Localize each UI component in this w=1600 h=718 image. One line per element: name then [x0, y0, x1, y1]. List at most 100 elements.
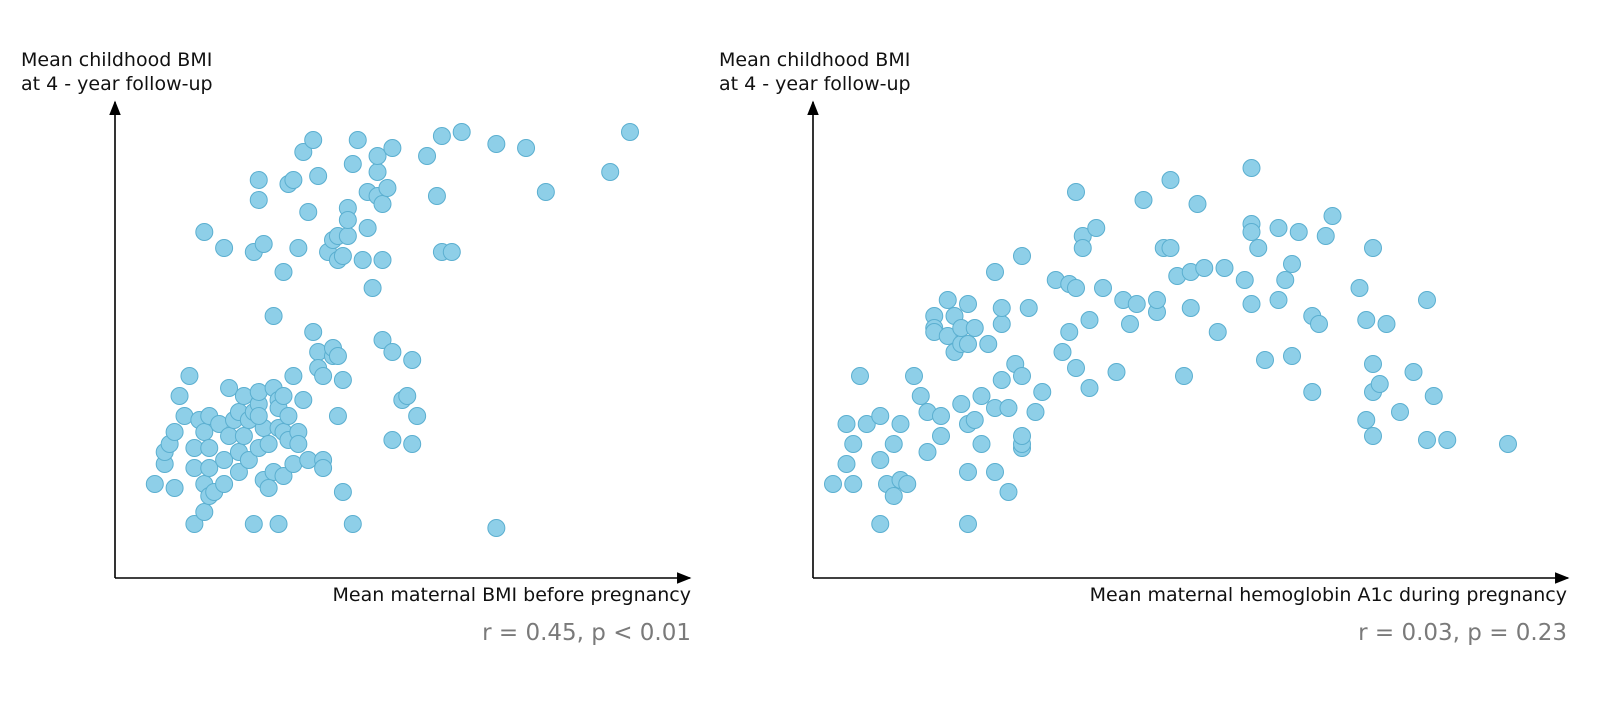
- right-data-point: [986, 263, 1004, 281]
- right-data-point: [891, 415, 910, 433]
- left-data-point: [249, 171, 268, 189]
- left-data-point: [517, 139, 536, 157]
- left-data-point: [408, 407, 427, 425]
- right-data-point: [844, 435, 863, 453]
- left-data-point: [363, 279, 382, 297]
- left-data-point: [304, 131, 323, 149]
- right-data-point: [965, 319, 984, 337]
- left-data-point: [373, 331, 392, 349]
- left-data-point: [328, 407, 347, 425]
- right-correlation-annotation: r = 0.03, p = 0.23: [1358, 620, 1567, 646]
- right-data-point: [1357, 311, 1376, 329]
- right-data-point: [1148, 291, 1166, 309]
- left-data-point: [378, 179, 397, 197]
- right-data-point: [992, 315, 1011, 333]
- left-y-axis-label: Mean childhood BMI at 4 - year follow-up: [21, 49, 213, 95]
- left-data-point: [432, 127, 451, 145]
- right-data-point: [972, 435, 991, 453]
- right-data-point: [1438, 431, 1457, 449]
- left-data-point: [215, 451, 234, 469]
- right-x-axis-label: Mean maternal hemoglobin A1c during preg…: [1089, 584, 1567, 606]
- right-points: [824, 159, 1517, 533]
- right-data-point: [1364, 427, 1382, 445]
- left-data-point: [442, 243, 461, 261]
- left-data-point: [368, 163, 387, 181]
- right-data-point: [965, 411, 984, 429]
- right-data-point: [999, 399, 1018, 417]
- left-data-point: [269, 515, 288, 533]
- right-data-point: [1269, 291, 1288, 309]
- right-data-point: [1175, 367, 1193, 385]
- left-data-point: [239, 451, 258, 469]
- left-data-point: [368, 147, 387, 165]
- right-data-point: [952, 395, 971, 413]
- left-data-point: [333, 371, 352, 389]
- right-data-point: [1215, 259, 1234, 277]
- left-correlation-annotation: r = 0.45, p < 0.01: [482, 620, 691, 646]
- left-data-point: [304, 323, 323, 341]
- right-data-point: [837, 415, 856, 433]
- right-data-point: [1013, 427, 1031, 445]
- right-data-point: [1323, 207, 1342, 225]
- left-data-point: [259, 479, 278, 497]
- left-data-point: [383, 343, 402, 361]
- right-data-point: [1073, 239, 1092, 257]
- right-data-point: [1249, 239, 1268, 257]
- left-points: [145, 123, 639, 537]
- left-data-point: [309, 167, 328, 185]
- left-data-point: [249, 191, 268, 209]
- right-data-point: [1127, 295, 1146, 313]
- left-data-point: [234, 387, 253, 405]
- right-data-point: [905, 367, 923, 385]
- right-data-point: [1094, 279, 1112, 297]
- right-data-point: [1161, 171, 1180, 189]
- left-data-point: [343, 155, 362, 173]
- left-data-point: [373, 195, 392, 213]
- right-data-point: [959, 515, 977, 533]
- left-data-point: [403, 351, 422, 369]
- right-data-point: [1242, 223, 1261, 241]
- right-data-point: [1188, 195, 1207, 213]
- left-data-point: [328, 347, 347, 365]
- left-data-point: [383, 139, 402, 157]
- right-data-point: [1033, 383, 1052, 401]
- right-data-point: [1391, 403, 1409, 421]
- right-data-point: [1357, 411, 1376, 429]
- right-data-point: [959, 295, 977, 313]
- left-data-point: [284, 367, 303, 385]
- right-data-point: [1283, 347, 1301, 365]
- right-data-point: [932, 427, 950, 445]
- right-data-point: [1107, 363, 1126, 381]
- left-data-point: [452, 123, 471, 141]
- right-data-point: [1242, 159, 1261, 177]
- right-data-point: [1060, 323, 1079, 341]
- left-data-point: [180, 367, 199, 385]
- right-data-point: [918, 443, 937, 461]
- left-data-point: [373, 251, 392, 269]
- right-data-point: [1289, 223, 1308, 241]
- right-data-point: [884, 435, 903, 453]
- right-data-point: [1310, 315, 1328, 333]
- left-data-point: [274, 467, 293, 485]
- left-data-point: [279, 407, 298, 425]
- right-data-point: [1303, 383, 1322, 401]
- left-data-point: [333, 247, 352, 265]
- right-data-point: [1026, 403, 1045, 421]
- right-data-point: [938, 327, 957, 345]
- right-data-point: [972, 387, 991, 405]
- left-data-point: [403, 435, 422, 453]
- right-data-point: [1134, 191, 1153, 209]
- left-data-point: [215, 475, 234, 493]
- right-data-point: [898, 475, 917, 493]
- right-data-point: [1316, 227, 1335, 245]
- left-data-point: [621, 123, 639, 141]
- left-data-point: [314, 459, 333, 477]
- left-data-point: [333, 483, 352, 501]
- right-data-point: [851, 367, 869, 385]
- right-data-point: [999, 483, 1018, 501]
- left-scatter-plot: [109, 100, 692, 584]
- right-data-point: [959, 463, 977, 481]
- left-data-point: [249, 407, 268, 425]
- right-data-point: [844, 475, 863, 493]
- right-data-point: [871, 407, 890, 425]
